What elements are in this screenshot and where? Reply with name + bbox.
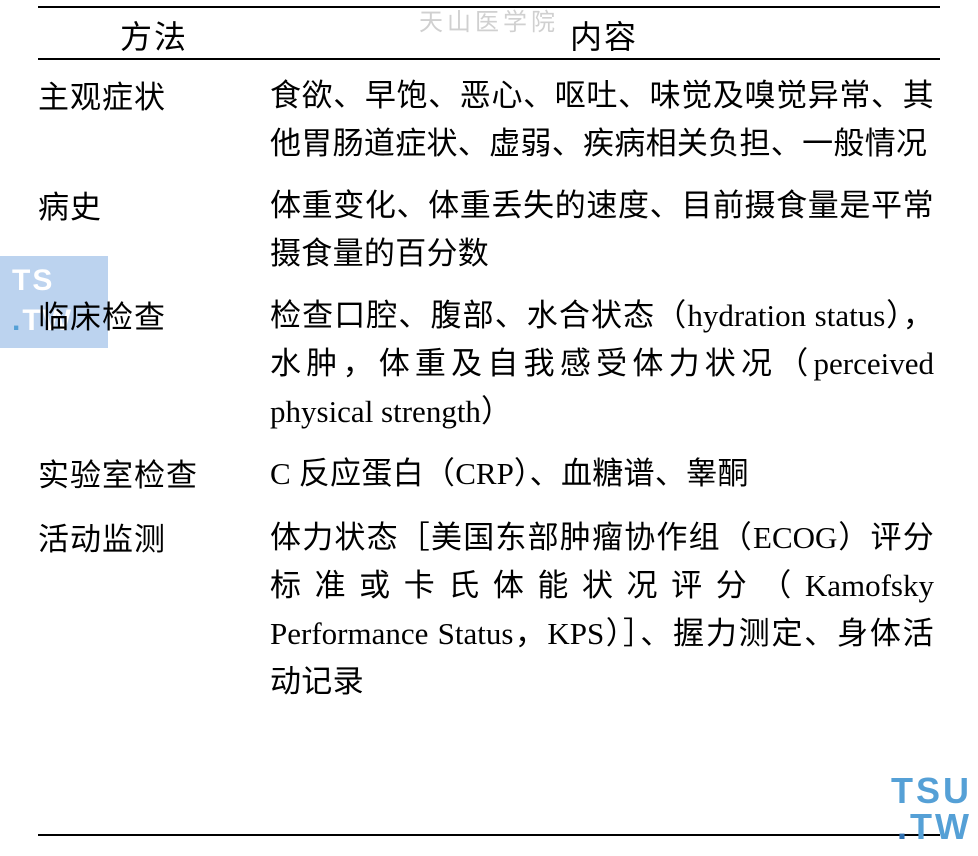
table-row: 病史体重变化、体重丢失的速度、目前摄食量是平常摄食量的百分数 — [38, 174, 938, 284]
table-row: 实验室检查C 反应蛋白（CRP）、血糖谱、睾酮 — [38, 442, 938, 506]
column-header-content: 内容 — [270, 12, 938, 58]
watermark-br-line2: .TW — [891, 806, 972, 848]
cjk-text: ） — [481, 394, 512, 429]
watermark-left-dot: . — [12, 304, 22, 337]
table-row: 活动监测体力状态［美国东部肿瘤协作组（ECOG）评分标准或卡氏体能状况评分（Ka… — [38, 506, 938, 712]
cell-method: 实验室检查 — [38, 450, 270, 500]
watermark-bottom-right: TSU .TW — [891, 770, 972, 848]
cell-content: C 反应蛋白（CRP）、血糖谱、睾酮 — [270, 450, 938, 498]
cjk-text: ）、血糖谱、睾酮 — [514, 456, 749, 491]
cjk-text: 检查口腔、腹部、水合状态（ — [270, 298, 687, 333]
english-text: hydration status — [687, 298, 885, 333]
page: 天山医学院 TS .TW 方法 内容 主观症状食欲、早饱、恶心、呕吐、味觉及嗅觉… — [0, 0, 978, 856]
cell-method: 临床检查 — [38, 292, 270, 342]
cell-content: 食欲、早饱、恶心、呕吐、味觉及嗅觉异常、其他胃肠道症状、虚弱、疾病相关负担、一般… — [270, 72, 938, 168]
cell-content: 体重变化、体重丢失的速度、目前摄食量是平常摄食量的百分数 — [270, 182, 938, 278]
cell-content: 体力状态［美国东部肿瘤协作组（ECOG）评分标准或卡氏体能状况评分（Kamofs… — [270, 514, 938, 706]
cjk-text: 体力状态［美国东部肿瘤协作组（ — [270, 520, 753, 555]
table-rule-header — [38, 58, 940, 60]
table-row: 临床检查检查口腔、腹部、水合状态（hydration status），水肿，体重… — [38, 284, 938, 442]
english-text: C — [270, 456, 291, 491]
clinical-methods-table: 方法 内容 主观症状食欲、早饱、恶心、呕吐、味觉及嗅觉异常、其他胃肠道症状、虚弱… — [38, 12, 938, 712]
english-text: ECOG — [753, 520, 837, 555]
cell-content: 检查口腔、腹部、水合状态（hydration status），水肿，体重及自我感… — [270, 292, 938, 436]
watermark-br-dot: . — [897, 806, 910, 847]
cell-method: 主观症状 — [38, 72, 270, 122]
column-header-method: 方法 — [38, 12, 270, 58]
english-text: CRP — [455, 456, 514, 491]
cell-method: 活动监测 — [38, 514, 270, 564]
table-header-row: 方法 内容 — [38, 12, 938, 58]
table-rule-top — [38, 6, 940, 8]
table-body: 主观症状食欲、早饱、恶心、呕吐、味觉及嗅觉异常、其他胃肠道症状、虚弱、疾病相关负… — [38, 58, 938, 712]
cell-method: 病史 — [38, 182, 270, 232]
table-rule-bottom — [38, 834, 940, 836]
table-row: 主观症状食欲、早饱、恶心、呕吐、味觉及嗅觉异常、其他胃肠道症状、虚弱、疾病相关负… — [38, 64, 938, 174]
watermark-br-tw: TW — [910, 806, 972, 847]
cjk-text: 反应蛋白（ — [291, 456, 456, 491]
